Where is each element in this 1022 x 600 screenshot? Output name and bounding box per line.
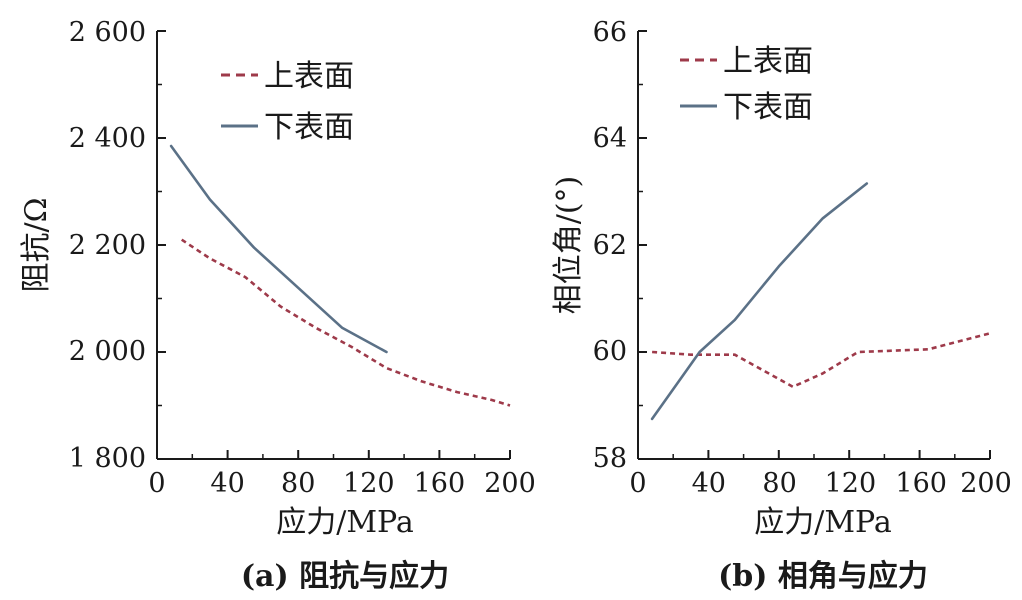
chart-a-x-tick: 40 — [210, 468, 244, 499]
chart-a-legend-label-upper: 上表面 — [264, 59, 354, 94]
chart-b-series-lower-line — [650, 182, 869, 421]
chart-a-x-tick: 200 — [484, 468, 536, 499]
chart-a-y-tick: 1 800 — [69, 443, 146, 474]
chart-a-y-tick: 2 400 — [69, 123, 146, 154]
chart-b-x-tick: 120 — [825, 468, 877, 499]
chart-a-legend: 上表面 下表面 — [221, 59, 354, 145]
chart-a-caption: (a) 阻抗与应力 — [241, 559, 449, 594]
chart-a-x-tick: 160 — [414, 468, 466, 499]
chart-a-series-lower-line — [169, 144, 388, 354]
chart-b-y-tick: 66 — [593, 17, 627, 48]
chart-b-caption: (b) 相角与应力 — [718, 559, 928, 594]
chart-b-y-tick-labels: 58 60 62 64 66 — [593, 17, 627, 474]
chart-b-x-tick: 160 — [895, 468, 947, 499]
chart-a-y-tick: 2 000 — [69, 336, 146, 367]
chart-b-x-tick-labels: 0 40 80 120 160 200 — [629, 468, 1011, 499]
chart-b-legend-label-lower: 下表面 — [723, 90, 813, 125]
chart-b-x-axis-label: 应力/MPa — [754, 505, 892, 540]
chart-a-y-tick-labels: 1 800 2 000 2 200 2 400 2 600 — [69, 17, 146, 474]
chart-b-series-upper-line — [652, 332, 991, 389]
chart-b-x-tick: 200 — [960, 468, 1012, 499]
chart-b-y-tick: 62 — [593, 230, 627, 261]
chart-a-x-tick: 120 — [343, 468, 395, 499]
chart-b-legend: 上表面 下表面 — [680, 44, 813, 125]
chart-a-x-axis-label: 应力/MPa — [276, 505, 414, 540]
chart-a-x-tick: 0 — [148, 468, 165, 499]
chart-b-y-tick: 64 — [593, 123, 627, 154]
chart-b-x-tick: 40 — [692, 468, 726, 499]
chart-b-plot-area — [637, 30, 991, 460]
chart-b-y-tick: 58 — [593, 443, 627, 474]
chart-a-y-tick: 2 200 — [69, 230, 146, 261]
chart-a-x-tick-labels: 0 40 80 120 160 200 — [148, 468, 535, 499]
chart-b: 0 40 80 120 160 200 58 60 62 64 66 应力/MP… — [551, 17, 1012, 594]
chart-b-x-tick: 0 — [629, 468, 646, 499]
chart-a-y-axis-label: 阻抗/Ω — [19, 198, 54, 293]
chart-b-y-tick: 60 — [593, 336, 627, 367]
chart-a-x-tick: 80 — [281, 468, 315, 499]
chart-a-legend-label-lower: 下表面 — [264, 110, 354, 145]
chart-b-x-tick: 80 — [762, 468, 796, 499]
chart-a-plot-area — [156, 30, 511, 460]
chart-a-y-tick: 2 600 — [69, 17, 146, 48]
chart-b-legend-label-upper: 上表面 — [723, 44, 813, 79]
chart-b-y-axis-label: 相位角/(°) — [551, 176, 586, 315]
chart-a-series-upper-line — [180, 238, 511, 407]
chart-a: 0 40 80 120 160 200 1 800 2 000 2 200 2 … — [19, 17, 536, 594]
